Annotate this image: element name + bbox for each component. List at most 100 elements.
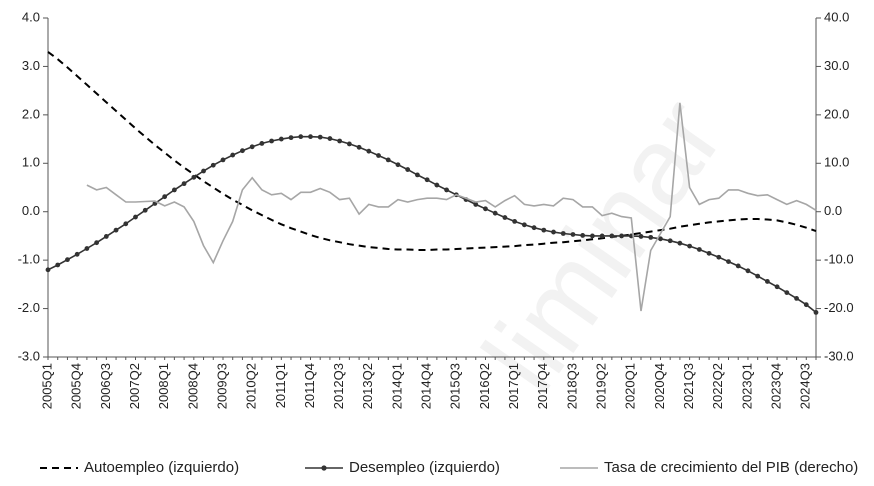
data-point	[735, 263, 741, 269]
data-point	[249, 144, 255, 150]
x-tick-label: 2014Q1	[389, 363, 404, 409]
data-point	[619, 233, 624, 239]
data-point	[415, 172, 420, 178]
data-point	[385, 157, 391, 163]
x-tick-label: 2021Q3	[681, 363, 696, 409]
data-point	[103, 234, 109, 239]
watermark: liminar	[460, 77, 747, 413]
y2-tick-label: 0.0	[824, 203, 842, 218]
data-point	[366, 148, 372, 154]
data-point	[512, 219, 518, 224]
data-point	[181, 181, 187, 187]
y-tick-label: -3.0	[18, 348, 40, 363]
data-point	[560, 231, 566, 236]
y2-tick-label: 10.0	[824, 155, 849, 170]
x-tick-label: 2007Q2	[127, 363, 142, 409]
data-point	[803, 302, 809, 308]
x-tick-label: 2005Q4	[69, 363, 84, 409]
data-point	[288, 135, 294, 141]
data-point	[123, 221, 129, 227]
data-point	[716, 254, 722, 260]
data-point	[84, 246, 90, 251]
data-point	[220, 157, 226, 163]
x-tick-label: 2010Q2	[244, 363, 259, 409]
y-tick-label: 3.0	[22, 58, 40, 73]
legend-label: Autoempleo (izquierdo)	[84, 459, 239, 476]
data-point	[376, 153, 381, 158]
data-point	[531, 225, 537, 231]
series-line	[47, 51, 817, 251]
legend-item: Autoempleo (izquierdo)	[40, 459, 239, 476]
data-point	[191, 174, 197, 180]
data-point	[142, 207, 148, 213]
data-point	[444, 187, 449, 193]
data-point	[74, 251, 80, 257]
data-point	[638, 234, 644, 239]
data-point	[551, 229, 556, 235]
legend-item: Desempleo (izquierdo)	[305, 459, 500, 476]
data-point	[171, 187, 177, 193]
data-point	[346, 141, 352, 147]
x-tick-label: 2005Q1	[39, 363, 54, 409]
data-point	[483, 206, 488, 212]
y-tick-label: 0.0	[22, 203, 40, 218]
data-point	[755, 273, 761, 279]
data-point	[687, 243, 693, 249]
data-point	[317, 134, 323, 140]
y-tick-label: 2.0	[22, 106, 40, 121]
x-tick-label: 2014Q4	[419, 363, 434, 409]
data-point	[327, 136, 333, 141]
x-tick-label: 2020Q1	[623, 363, 638, 409]
x-tick-label: 2011Q1	[273, 363, 288, 408]
x-tick-label: 2024Q3	[798, 363, 813, 409]
x-tick-label: 2016Q2	[477, 363, 492, 409]
legend-marker	[321, 465, 327, 471]
data-point	[210, 162, 216, 168]
y-tick-label: -1.0	[18, 252, 40, 267]
data-point	[580, 233, 586, 238]
y-tick-label: -2.0	[18, 300, 40, 315]
y-tick-label: 4.0	[22, 9, 40, 24]
x-tick-label: 2018Q3	[564, 363, 579, 409]
data-point	[424, 177, 430, 183]
data-point	[784, 290, 790, 295]
data-point	[308, 134, 313, 140]
x-tick-label: 2013Q2	[360, 363, 375, 409]
data-point	[113, 227, 119, 233]
data-point	[240, 148, 245, 154]
x-tick-label: 2017Q1	[506, 363, 521, 409]
y2-tick-label: -10.0	[824, 252, 854, 267]
data-point	[570, 232, 576, 237]
data-point	[55, 262, 61, 268]
data-point	[298, 134, 304, 140]
data-point	[269, 138, 274, 144]
data-point	[706, 250, 712, 256]
data-point	[677, 240, 683, 246]
data-point	[405, 167, 411, 172]
x-tick-label: 2023Q4	[769, 363, 784, 409]
data-point	[667, 238, 673, 244]
x-tick-label: 2006Q3	[98, 363, 113, 409]
data-point	[599, 233, 605, 239]
data-point	[94, 240, 100, 246]
data-point	[726, 259, 731, 264]
data-point	[774, 284, 780, 290]
data-point	[794, 296, 799, 301]
data-point	[337, 138, 343, 144]
x-tick-label: 2017Q4	[535, 363, 550, 409]
data-point	[745, 268, 751, 274]
data-point	[65, 257, 70, 263]
data-point	[434, 182, 440, 188]
legend-item: Tasa de crecimiento del PIB (derecho)	[560, 459, 858, 476]
data-point	[590, 233, 595, 239]
data-point	[658, 236, 663, 242]
x-tick-label: 2022Q2	[710, 363, 725, 409]
legend-label: Desempleo (izquierdo)	[349, 459, 500, 476]
data-point	[230, 152, 236, 158]
y2-tick-label: -30.0	[824, 348, 854, 363]
y2-tick-label: 40.0	[824, 9, 849, 24]
data-point	[259, 141, 265, 146]
y2-tick-label: 20.0	[824, 106, 849, 121]
data-point	[764, 279, 770, 284]
